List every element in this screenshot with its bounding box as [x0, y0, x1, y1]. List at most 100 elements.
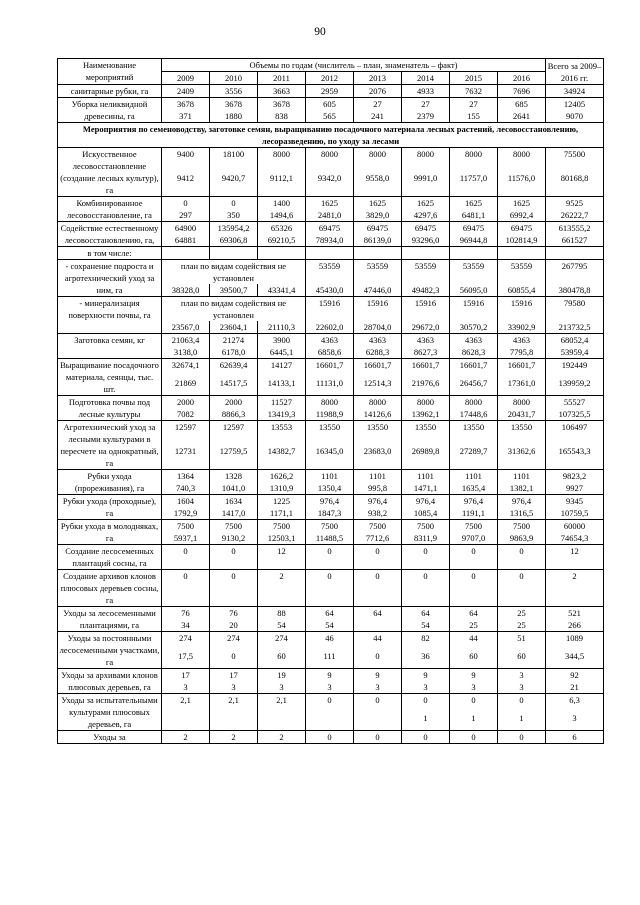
- fact-value-cell: 740,3: [161, 482, 210, 495]
- fact-value-cell: 995,8: [353, 482, 402, 495]
- fact-value-cell: 1316,5: [496, 507, 547, 520]
- fact-value-cell: 2641: [496, 110, 547, 123]
- fact-value-cell: 28704,0: [353, 321, 402, 334]
- forestry-activities-table: Наименование мероприятий Объемы по годам…: [56, 58, 605, 744]
- plan-value-cell: 4363: [449, 333, 498, 346]
- fact-value-cell: 3: [305, 681, 354, 694]
- total-value-cell: 9070: [545, 110, 605, 123]
- plan-value-cell: 0: [449, 730, 498, 744]
- year-header-cell: 2016: [496, 71, 547, 85]
- fact-value-cell: 1041,0: [209, 482, 258, 495]
- plan-value-cell: 3678: [209, 97, 258, 110]
- row-label: Уходы за архивами клонов плюсовых деревь…: [57, 668, 162, 694]
- fact-value-cell: 7795,8: [496, 346, 547, 359]
- fact-value-cell: 0: [209, 650, 258, 669]
- plan-value-cell: 64: [401, 606, 450, 619]
- plan-value-cell: 17: [161, 668, 210, 681]
- plan-value-cell: 2409: [161, 84, 210, 98]
- plan-value-cell: 2076: [353, 84, 402, 98]
- fact-value-cell: 38328,0: [161, 284, 210, 297]
- row-label: Уходы за постоянными лесосеменными участ…: [57, 631, 162, 669]
- total-value-cell: 192449: [545, 358, 605, 377]
- plan-value-cell: 4363: [496, 333, 547, 346]
- fact-value-cell: 12514,3: [353, 377, 402, 396]
- plan-value-cell: 44: [449, 631, 498, 650]
- plan-value-cell: 3678: [161, 97, 210, 110]
- table-row: Рубки ухода (проходные), га 1604 1634 1225 9…: [57, 494, 605, 520]
- fact-value-cell: 21110,3: [257, 321, 306, 334]
- plan-value-cell: 64: [305, 606, 354, 619]
- fact-value-cell: 3: [209, 681, 258, 694]
- total-value-cell: 1089: [545, 631, 605, 650]
- table-row: 3 3 3 3 3 3 3 3 21: [58, 681, 605, 694]
- plan-value-cell: 7696: [496, 84, 547, 98]
- table-row: Уборка неликвидной древесины, га 3678 3678…: [57, 97, 605, 123]
- plan-value-cell: 69475: [305, 221, 354, 234]
- row-label: Создание лесосеменных плантаций сосны, г…: [57, 544, 162, 570]
- total-value-cell: 165543,3: [545, 445, 605, 470]
- table-row: 21869 14517,5 14133,1 11131,0 12514,3 21976,6…: [58, 377, 605, 396]
- total-value-cell: 21: [545, 681, 605, 694]
- plan-value-cell: [449, 246, 498, 260]
- row-label: Агротехнический уход за лесными культура…: [57, 420, 162, 470]
- plan-value-cell: 8000: [353, 395, 402, 408]
- fact-value-cell: 8311,9: [401, 532, 450, 545]
- plan-value-cell: 1101: [449, 469, 498, 482]
- fact-value-cell: 6178,0: [209, 346, 258, 359]
- plan-value-cell: 16601,7: [401, 358, 450, 377]
- plan-value-cell: 53559: [401, 259, 450, 284]
- fact-value-cell: 14517,5: [209, 377, 258, 396]
- plan-value-cell: 2: [257, 730, 306, 744]
- fact-value-cell: 17448,6: [449, 408, 498, 421]
- plan-value-cell: 8000: [305, 395, 354, 408]
- row-label: - минерализация поверхности почвы, га: [57, 296, 162, 334]
- plan-value-cell: 274: [257, 631, 306, 650]
- total-value-cell: 26222,7: [545, 209, 605, 222]
- fact-value-cell: 1085,4: [401, 507, 450, 520]
- plan-value-cell: 8000: [496, 395, 547, 408]
- fact-value-cell: 60855,4: [496, 284, 547, 297]
- plan-value-cell: 0: [305, 544, 354, 570]
- total-value-cell: [545, 246, 605, 260]
- fact-value-cell: 1382,1: [496, 482, 547, 495]
- plan-value-cell: 0: [496, 569, 547, 607]
- fact-value-cell: 54: [305, 619, 354, 632]
- fact-value-cell: 14382,7: [257, 445, 306, 470]
- plan-value-cell: 7632: [449, 84, 498, 98]
- plan-value-cell: 274: [209, 631, 258, 650]
- fact-value-cell: 23567,0: [161, 321, 210, 334]
- row-label: Содействие естественному лесовосстановле…: [57, 221, 162, 247]
- plan-value-cell: 0: [449, 693, 498, 712]
- total-value-cell: 6,3: [545, 693, 605, 712]
- fact-value-cell: 1847,3: [305, 507, 354, 520]
- plan-value-cell: 53559: [496, 259, 547, 284]
- fact-value-cell: 2481,0: [305, 209, 354, 222]
- plan-value-cell: 53559: [353, 259, 402, 284]
- fact-value-cell: 3: [449, 681, 498, 694]
- plan-value-cell: 4933: [401, 84, 450, 98]
- plan-value-cell: 51: [496, 631, 547, 650]
- total-value-cell: 266: [545, 619, 605, 632]
- plan-value-cell: 3556: [209, 84, 258, 98]
- table-row: Рубки ухода (прореживания), га 1364 1328 16…: [57, 469, 605, 495]
- plan-value-cell: 7500: [257, 519, 306, 532]
- fact-value-cell: 4297,6: [401, 209, 450, 222]
- fact-value-cell: 11488,5: [305, 532, 354, 545]
- plan-value-cell: 0: [496, 693, 547, 712]
- plan-value-cell: 0: [353, 569, 402, 607]
- fact-value-cell: 3138,0: [161, 346, 210, 359]
- plan-value-cell: 4363: [353, 333, 402, 346]
- fact-value-cell: 111: [305, 650, 354, 669]
- fact-value-cell: 2379: [401, 110, 450, 123]
- table-row: 23567,0 23604,1 21110,3 22602,0 28704,0 29672…: [58, 321, 605, 334]
- table-row: Создание лесосеменных плантаций сосны, г…: [57, 544, 605, 570]
- plan-value-cell: 76: [209, 606, 258, 619]
- plan-value-cell: 8000: [401, 395, 450, 408]
- plan-value-cell: 62639,4: [209, 358, 258, 377]
- table-header-row: Наименование мероприятий Объемы по годам…: [57, 58, 605, 85]
- table-row: Уходы за 2 2 2 0 0 0 0 0 6: [57, 730, 605, 744]
- plan-value-cell: 0: [496, 544, 547, 570]
- total-value-cell: 6: [545, 730, 605, 744]
- plan-value-cell: 19: [257, 668, 306, 681]
- plan-value-cell: 0: [353, 730, 402, 744]
